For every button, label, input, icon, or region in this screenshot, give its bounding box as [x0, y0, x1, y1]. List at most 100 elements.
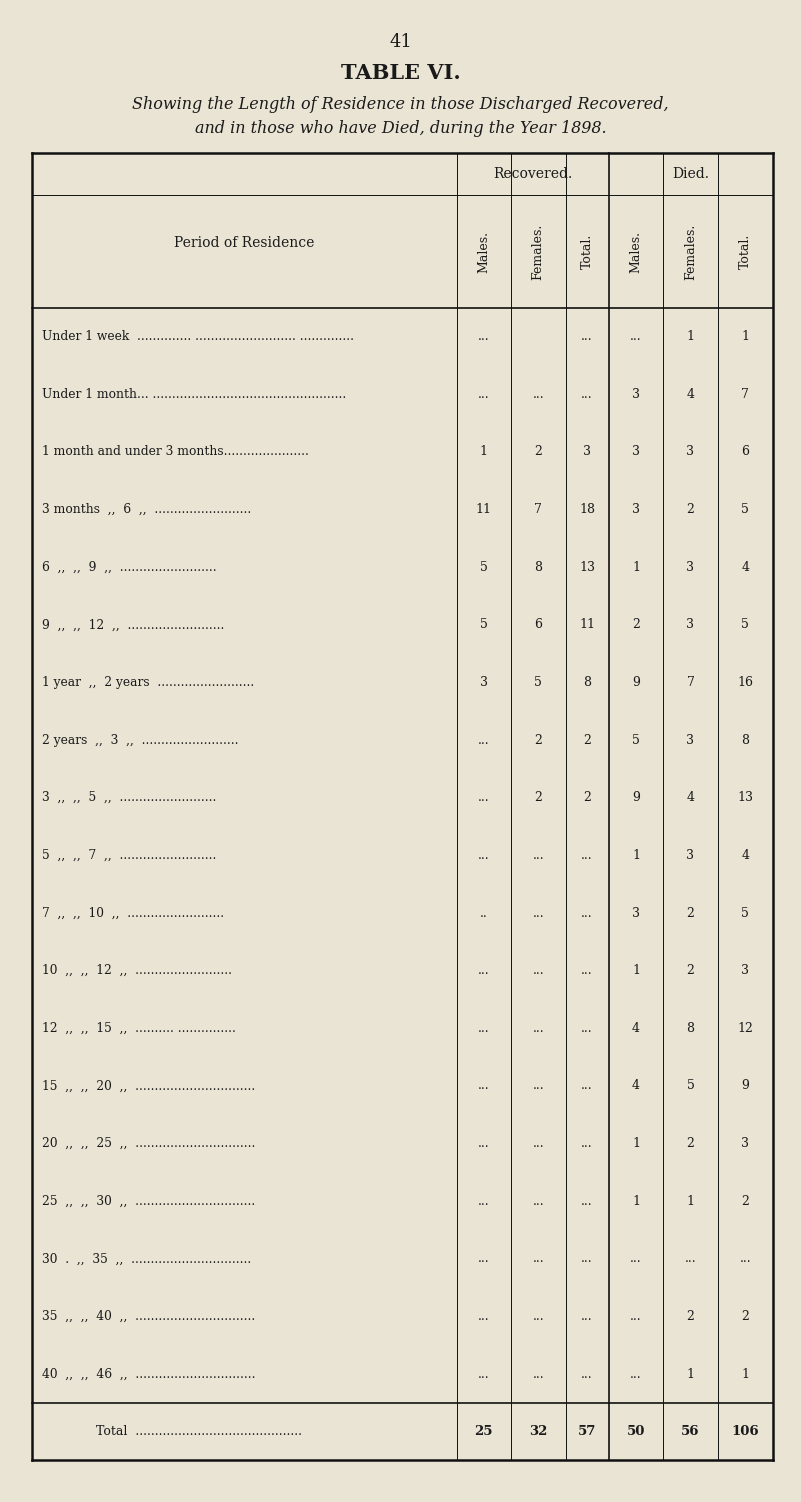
Text: 2: 2 — [742, 1310, 749, 1323]
Text: 25: 25 — [474, 1425, 493, 1437]
Text: 11: 11 — [579, 619, 595, 631]
Text: 3: 3 — [632, 503, 640, 517]
Text: ..: .. — [480, 907, 488, 919]
Text: 15  ,,  ,,  20  ,,  ...............................: 15 ,, ,, 20 ,, .........................… — [42, 1080, 255, 1092]
Text: 5: 5 — [480, 560, 488, 574]
Text: 1: 1 — [742, 330, 749, 344]
Text: 13: 13 — [738, 792, 753, 804]
Text: Males.: Males. — [630, 231, 642, 272]
Text: ...: ... — [582, 907, 593, 919]
Text: 5: 5 — [632, 733, 640, 746]
Text: ...: ... — [582, 964, 593, 978]
Text: ...: ... — [533, 964, 544, 978]
Text: 3: 3 — [686, 733, 694, 746]
Text: 2: 2 — [534, 733, 542, 746]
Text: 9: 9 — [632, 676, 640, 689]
Text: 7: 7 — [742, 388, 749, 401]
Text: Males.: Males. — [477, 231, 490, 272]
Text: 1: 1 — [632, 964, 640, 978]
Text: ...: ... — [478, 1080, 489, 1092]
Text: ...: ... — [533, 1310, 544, 1323]
Text: 106: 106 — [731, 1425, 759, 1437]
Text: 50: 50 — [627, 1425, 645, 1437]
Text: ...: ... — [630, 1253, 642, 1265]
Text: 1: 1 — [742, 1367, 749, 1380]
Text: ...: ... — [533, 907, 544, 919]
Text: 5: 5 — [534, 676, 542, 689]
Text: 3: 3 — [480, 676, 488, 689]
Text: 3: 3 — [742, 964, 749, 978]
Text: ...: ... — [582, 388, 593, 401]
Text: 2 years  ,,  3  ,,  .........................: 2 years ,, 3 ,, ........................… — [42, 733, 238, 746]
Text: 7: 7 — [686, 676, 694, 689]
Text: 2: 2 — [583, 733, 591, 746]
Text: 5: 5 — [742, 907, 749, 919]
Text: 2: 2 — [686, 907, 694, 919]
Text: ...: ... — [478, 964, 489, 978]
Text: 3 months  ,,  6  ,,  .........................: 3 months ,, 6 ,, .......................… — [42, 503, 251, 517]
Text: ...: ... — [478, 733, 489, 746]
Text: 32: 32 — [529, 1425, 547, 1437]
Text: ...: ... — [582, 1310, 593, 1323]
Text: 16: 16 — [738, 676, 753, 689]
Text: 6: 6 — [534, 619, 542, 631]
Text: 5  ,,  ,,  7  ,,  .........................: 5 ,, ,, 7 ,, ......................... — [42, 849, 216, 862]
Text: 5: 5 — [480, 619, 488, 631]
Text: 56: 56 — [681, 1425, 700, 1437]
Text: ...: ... — [533, 1080, 544, 1092]
Text: 2: 2 — [632, 619, 640, 631]
Text: Died.: Died. — [672, 167, 710, 182]
Text: 57: 57 — [578, 1425, 596, 1437]
Text: 4: 4 — [632, 1021, 640, 1035]
Text: 1 year  ,,  2 years  .........................: 1 year ,, 2 years ......................… — [42, 676, 254, 689]
Text: 20  ,,  ,,  25  ,,  ...............................: 20 ,, ,, 25 ,, .........................… — [42, 1137, 255, 1151]
Text: 6: 6 — [742, 446, 749, 458]
Text: 7: 7 — [534, 503, 542, 517]
Text: 1: 1 — [686, 330, 694, 344]
Text: 12  ,,  ,,  15  ,,  .......... ...............: 12 ,, ,, 15 ,, .......... ..............… — [42, 1021, 235, 1035]
Text: 1: 1 — [632, 1137, 640, 1151]
Text: 4: 4 — [742, 849, 749, 862]
Text: Recovered.: Recovered. — [493, 167, 572, 182]
Text: ...: ... — [478, 330, 489, 344]
Text: 9: 9 — [632, 792, 640, 804]
Text: Showing the Length of Residence in those Discharged Recovered,: Showing the Length of Residence in those… — [132, 96, 669, 113]
Text: 8: 8 — [686, 1021, 694, 1035]
Text: Under 1 month... ..................................................: Under 1 month... .......................… — [42, 388, 346, 401]
Text: ...: ... — [582, 1367, 593, 1380]
Text: 3: 3 — [632, 446, 640, 458]
Text: TABLE VI.: TABLE VI. — [340, 63, 461, 83]
Text: ...: ... — [478, 1137, 489, 1151]
Text: 25  ,,  ,,  30  ,,  ...............................: 25 ,, ,, 30 ,, .........................… — [42, 1194, 255, 1208]
Text: 1: 1 — [686, 1194, 694, 1208]
Text: 35  ,,  ,,  40  ,,  ...............................: 35 ,, ,, 40 ,, .........................… — [42, 1310, 255, 1323]
Text: 41: 41 — [389, 33, 412, 51]
Text: 2: 2 — [742, 1194, 749, 1208]
Text: ...: ... — [685, 1253, 696, 1265]
Text: 13: 13 — [579, 560, 595, 574]
Text: 5: 5 — [686, 1080, 694, 1092]
Text: 11: 11 — [476, 503, 492, 517]
Text: 12: 12 — [738, 1021, 753, 1035]
Text: ...: ... — [533, 1367, 544, 1380]
Text: 3: 3 — [742, 1137, 749, 1151]
Text: 1: 1 — [632, 560, 640, 574]
Text: ...: ... — [630, 330, 642, 344]
Text: ...: ... — [582, 849, 593, 862]
Text: Under 1 week  .............. .......................... ..............: Under 1 week .............. ............… — [42, 330, 354, 344]
Text: 4: 4 — [742, 560, 749, 574]
Text: ...: ... — [582, 330, 593, 344]
Text: 2: 2 — [686, 503, 694, 517]
Text: 8: 8 — [742, 733, 749, 746]
Text: Total.: Total. — [581, 234, 594, 269]
Text: and in those who have Died, during the Year 1898.: and in those who have Died, during the Y… — [195, 120, 606, 137]
Text: 3: 3 — [686, 619, 694, 631]
Text: 1 month and under 3 months......................: 1 month and under 3 months..............… — [42, 446, 308, 458]
Text: ...: ... — [533, 1137, 544, 1151]
Text: ...: ... — [478, 792, 489, 804]
Text: ...: ... — [582, 1253, 593, 1265]
Text: 2: 2 — [686, 964, 694, 978]
Text: 30  .  ,,  35  ,,  ...............................: 30 . ,, 35 ,, ..........................… — [42, 1253, 251, 1265]
Text: 2: 2 — [534, 792, 542, 804]
Text: ...: ... — [582, 1137, 593, 1151]
